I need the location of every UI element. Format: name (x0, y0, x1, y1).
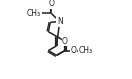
Text: O: O (48, 0, 54, 8)
Text: CH₃: CH₃ (27, 9, 41, 18)
Text: CH₃: CH₃ (78, 46, 92, 55)
Text: O: O (62, 37, 68, 46)
Text: O: O (71, 46, 77, 55)
Text: N: N (57, 17, 63, 26)
